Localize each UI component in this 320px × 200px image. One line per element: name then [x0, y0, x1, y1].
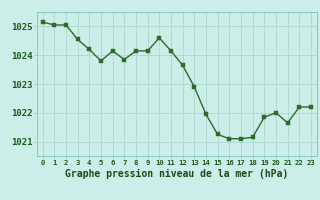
X-axis label: Graphe pression niveau de la mer (hPa): Graphe pression niveau de la mer (hPa) [65, 169, 288, 179]
